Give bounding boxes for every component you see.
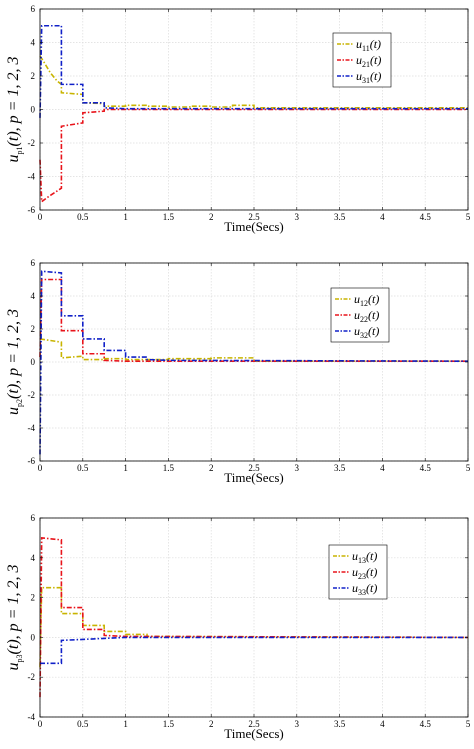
y-tick-label: 6 xyxy=(31,258,36,268)
y-tick-label: -6 xyxy=(28,456,36,466)
series-line-u22 xyxy=(39,278,468,362)
x-tick-label: 3 xyxy=(295,719,300,729)
y-axis-label: up3(t), p = 1, 2, 3 xyxy=(5,565,24,671)
x-tick-label: 5 xyxy=(466,463,471,473)
x-tick-label: 0.5 xyxy=(77,463,89,473)
y-tick-label: -4 xyxy=(28,423,36,433)
x-tick-label: 1 xyxy=(123,212,128,222)
subplot-3: 0 0.5 1 1.5 2 2.5 3 3.5 4 4.5 5 -4 -2 0 2 4 6 Time(Secs) u… xyxy=(5,513,471,741)
y-tick-label: 0 xyxy=(31,357,36,367)
x-axis-label: Time(Secs) xyxy=(224,726,283,741)
y-tick-label: -2 xyxy=(28,672,36,682)
legend-entry-u32: u32(t) xyxy=(354,324,379,340)
legend-entry-u13: u13(t) xyxy=(352,549,377,565)
x-tick-label: 4.5 xyxy=(420,463,432,473)
x-tick-label: 4 xyxy=(380,212,385,222)
y-tick-label: 2 xyxy=(31,71,36,81)
y-axis-label: up2(t), p = 1, 2, 3 xyxy=(5,309,24,415)
y-tick-label: 2 xyxy=(31,593,36,603)
x-tick-label: 2 xyxy=(209,463,214,473)
legend-entry-u21: u21(t) xyxy=(356,53,381,69)
legend: u12(t)u22(t)u32(t) xyxy=(330,287,390,343)
series-line-u13 xyxy=(39,586,469,668)
x-tick-label: 1.5 xyxy=(163,212,175,222)
legend-entry-u31: u31(t) xyxy=(356,69,381,85)
series-line-u21 xyxy=(39,108,468,204)
series-line-u23 xyxy=(39,537,469,698)
x-tick-label: 3 xyxy=(295,212,300,222)
x-axis-label: Time(Secs) xyxy=(224,470,283,485)
y-tick-label: 0 xyxy=(31,632,36,642)
x-tick-label: 4.5 xyxy=(420,719,432,729)
x-tick-label: 4 xyxy=(380,719,385,729)
y-tick-label: -2 xyxy=(28,138,36,148)
x-tick-label: 3.5 xyxy=(334,212,346,222)
legend-entry-u11: u11(t) xyxy=(356,37,381,53)
subplot-2: 0 0.5 1 1.5 2 2.5 3 3.5 4 4.5 5 -6 -4 -2 0 2 4 6 Time(Secs… xyxy=(5,258,471,485)
y-tick-label: 4 xyxy=(31,291,36,301)
x-tick-label: 1 xyxy=(123,719,128,729)
y-tick-label: -4 xyxy=(28,712,36,722)
x-tick-label: 2 xyxy=(209,719,214,729)
legend-entry-u22: u22(t) xyxy=(354,308,379,324)
x-tick-label: 2 xyxy=(209,212,214,222)
legend-entry-u23: u23(t) xyxy=(352,565,377,581)
x-tick-label: 0 xyxy=(38,719,43,729)
series-line-u12 xyxy=(39,338,468,362)
x-tick-label: 1.5 xyxy=(163,719,175,729)
legend-entry-u12: u12(t) xyxy=(354,292,379,308)
subplot-1: 0 0.5 1 1.5 2 2.5 3 3.5 4 4.5 5 -6 -4 -2 0 2 4 6 Time(Secs… xyxy=(5,4,471,234)
x-tick-label: 3 xyxy=(295,463,300,473)
x-tick-label: 5 xyxy=(466,719,471,729)
legend: u13(t)u23(t)u33(t) xyxy=(328,544,388,600)
x-tick-label: 3.5 xyxy=(334,463,346,473)
y-tick-label: -4 xyxy=(28,172,36,182)
y-tick-label: 6 xyxy=(31,4,36,14)
y-tick-label: 6 xyxy=(31,513,36,523)
series-line-u32 xyxy=(39,270,469,455)
legend: u11(t)u21(t)u31(t) xyxy=(332,32,392,88)
y-tick-label: 2 xyxy=(31,324,36,334)
x-tick-label: 0.5 xyxy=(77,719,89,729)
x-tick-label: 2.5 xyxy=(248,719,260,729)
y-tick-label: 4 xyxy=(31,553,36,563)
x-tick-label: 0 xyxy=(38,212,43,222)
x-tick-label: 5 xyxy=(466,212,471,222)
x-tick-label: 1 xyxy=(123,463,128,473)
x-tick-label: 0.5 xyxy=(77,212,89,222)
y-tick-label: -6 xyxy=(28,205,36,215)
series-line-u31 xyxy=(39,24,468,118)
y-tick-label: 4 xyxy=(31,38,36,48)
y-axis-label: up1(t), p = 1, 2, 3 xyxy=(5,57,24,163)
x-tick-label: 3.5 xyxy=(334,719,346,729)
x-tick-label: 2.5 xyxy=(248,212,260,222)
x-axis-label: Time(Secs) xyxy=(224,219,283,234)
series-line-u33 xyxy=(40,636,468,665)
x-tick-label: 2.5 xyxy=(248,463,260,473)
x-tick-label: 1.5 xyxy=(163,463,175,473)
x-tick-label: 4 xyxy=(380,463,385,473)
y-tick-label: -2 xyxy=(28,390,36,400)
y-tick-label: 0 xyxy=(31,105,36,115)
x-tick-label: 4.5 xyxy=(420,212,432,222)
legend-entry-u33: u33(t) xyxy=(352,581,377,597)
x-tick-label: 0 xyxy=(38,463,43,473)
